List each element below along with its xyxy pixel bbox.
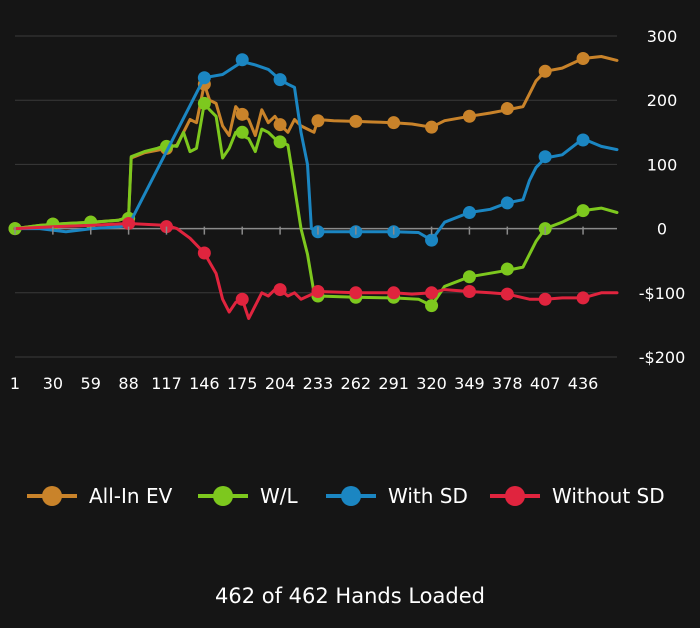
data-point (197, 246, 211, 260)
x-tick-label: 320 (416, 374, 447, 393)
legend-item-w-l[interactable]: W/L (198, 484, 299, 508)
data-point (311, 114, 325, 128)
y-tick-label: 200 (647, 91, 678, 110)
legend-label: With SD (388, 484, 468, 508)
data-point (425, 286, 439, 300)
x-tick-label: 88 (118, 374, 138, 393)
legend-swatch-dot (213, 486, 233, 506)
series-layer (8, 51, 619, 320)
data-point (500, 262, 514, 276)
data-point (500, 196, 514, 210)
y-axis: 300 200 100 0 -$100 -$200 (639, 27, 686, 367)
data-point (425, 299, 439, 313)
legend-item-without-sd[interactable]: Without SD (490, 484, 665, 508)
data-point (576, 133, 590, 147)
legend-item-with-sd[interactable]: With SD (326, 484, 468, 508)
legend-swatch-dot (341, 486, 361, 506)
data-point (425, 233, 439, 247)
y-tick-label: 300 (647, 27, 678, 46)
series-with-sd (13, 53, 619, 247)
x-tick-label: 291 (378, 374, 409, 393)
legend-label: All-In EV (89, 484, 173, 508)
legend-label: W/L (260, 484, 299, 508)
data-point (500, 287, 514, 301)
legend-swatch-dot (505, 486, 525, 506)
x-tick-label: 146 (189, 374, 220, 393)
x-tick-label: 233 (303, 374, 334, 393)
data-point (576, 204, 590, 218)
y-tick-label: -$200 (639, 348, 686, 367)
x-tick-label: 1 (10, 374, 20, 393)
legend-swatch-dot (42, 486, 62, 506)
data-point (538, 150, 552, 164)
data-point (197, 71, 211, 85)
y-tick-label: 100 (647, 155, 678, 174)
data-point (425, 120, 439, 134)
data-point (538, 64, 552, 78)
data-point (500, 102, 514, 116)
data-point (349, 286, 363, 300)
legend[interactable]: All-In EV W/L With SD Without SD (27, 484, 665, 508)
x-tick-label: 349 (454, 374, 485, 393)
data-point (122, 216, 136, 230)
x-tick-label: 175 (227, 374, 258, 393)
x-tick-label: 117 (151, 374, 182, 393)
series-line (13, 101, 619, 308)
x-tick-label: 204 (265, 374, 296, 393)
grid-layer (15, 35, 617, 358)
hands-loaded-status: 462 of 462 Hands Loaded (215, 584, 485, 608)
data-point (235, 53, 249, 67)
x-tick-label: 59 (81, 374, 101, 393)
data-point (387, 116, 401, 130)
x-tick-label: 262 (341, 374, 372, 393)
data-point (235, 125, 249, 139)
data-point (576, 51, 590, 65)
x-tick-label: 30 (43, 374, 63, 393)
data-point (462, 109, 476, 123)
y-tick-label: 0 (657, 220, 667, 239)
series-w-l (8, 96, 619, 313)
data-point (576, 291, 590, 305)
data-point (235, 292, 249, 306)
data-point (462, 270, 476, 284)
series-all-in-ev (8, 51, 619, 236)
x-tick-label: 407 (530, 374, 561, 393)
data-point (387, 286, 401, 300)
hand-history-chart: 300 200 100 0 -$100 -$200 1 30 59 88 117 146 175 204… (8, 27, 686, 508)
data-point (273, 73, 287, 87)
data-point (273, 283, 287, 297)
data-point (311, 285, 325, 299)
x-tick-label: 436 (568, 374, 599, 393)
data-point (273, 135, 287, 149)
data-point (462, 206, 476, 220)
legend-item-all-in-ev[interactable]: All-In EV (27, 484, 173, 508)
data-point (462, 285, 476, 299)
series-line (13, 60, 619, 242)
data-point (349, 114, 363, 128)
data-point (538, 292, 552, 306)
y-tick-label: -$100 (639, 284, 686, 303)
data-point (235, 107, 249, 121)
x-tick-label: 378 (492, 374, 523, 393)
legend-label: Without SD (552, 484, 665, 508)
data-point (273, 118, 287, 132)
data-point (197, 96, 211, 110)
series-line (13, 55, 619, 231)
x-axis: 1 30 59 88 117 146 175 204 233 262 291 320 349 378 407… (10, 226, 599, 393)
